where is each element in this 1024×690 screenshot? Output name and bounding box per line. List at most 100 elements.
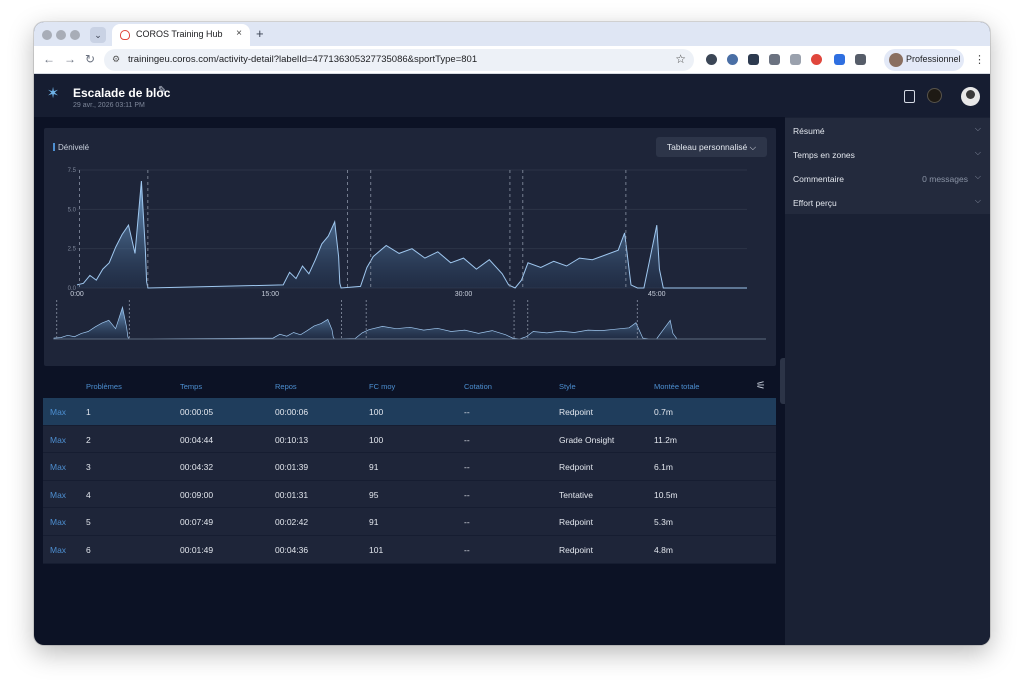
cell-montee: 4.8m	[654, 545, 673, 555]
profile-avatar	[889, 53, 903, 67]
url-text[interactable]: trainingeu.coros.com/activity-detail?lab…	[128, 54, 478, 65]
new-tab-icon[interactable]: +	[256, 26, 264, 41]
close-window-dot[interactable]	[42, 30, 52, 40]
profile-button[interactable]: Professionnel	[884, 49, 964, 71]
reload-icon[interactable]: ↻	[85, 52, 96, 66]
y-tick-label: 2.5	[68, 247, 77, 253]
tab-strip: ⌄ COROS Training Hub × +	[34, 22, 990, 46]
cell-montee: 6.1m	[654, 462, 673, 473]
cell-style: Grade Onsight	[559, 434, 615, 445]
cell-style: Redpoint	[559, 407, 594, 417]
table-row[interactable]: Max 6 00:01:49 00:04:36 101 -- Redpoint 4.8m	[43, 536, 776, 564]
extension-4-icon[interactable]	[769, 54, 780, 65]
bookmark-star-icon[interactable]: ☆	[675, 52, 686, 66]
browser-toolbar: ← → ↻ ⚙ trainingeu.coros.com/activity-de…	[34, 46, 990, 74]
cell-montee: 11.2m	[654, 434, 677, 445]
cell-repos: 00:01:39	[275, 462, 309, 473]
tab-close-icon[interactable]: ×	[236, 28, 242, 39]
row-max-link[interactable]: Max	[50, 545, 67, 555]
column-settings-icon[interactable]: ⚟	[756, 380, 766, 392]
activity-title: Escalade de bloc	[73, 86, 171, 100]
extension-5-icon[interactable]	[790, 54, 801, 65]
elevation-chart[interactable]: 7.5 5.0 2.5 0.0 0:00 15:00 30:00 45:00	[44, 128, 776, 366]
cell-style: Redpoint	[559, 462, 594, 473]
cell-temps: 00:04:44	[180, 434, 214, 445]
y-tick-label: 0.0	[68, 286, 77, 292]
col-header-repos[interactable]: Repos	[275, 382, 297, 391]
browser-tab[interactable]: COROS Training Hub ×	[112, 24, 250, 46]
section-label: Temps en zones	[793, 150, 855, 160]
table-row[interactable]: Max 2 00:04:44 00:10:13 100 -- Grade Onsight 11…	[43, 425, 776, 454]
table-row[interactable]: Max 5 00:07:49 00:02:42 91 -- Redpoint 5.3m	[43, 508, 776, 536]
sidebar-collapse-handle[interactable]	[780, 358, 786, 404]
col-header-style[interactable]: Style	[559, 382, 576, 391]
address-bar[interactable]: ⚙ trainingeu.coros.com/activity-detail?l…	[104, 49, 694, 71]
section-temps-en-zones[interactable]: Temps en zones ⌵	[785, 142, 990, 166]
extension-2-icon[interactable]	[727, 54, 738, 65]
table-row[interactable]: Max 1 00:00:05 00:00:06 100 -- Redpoint 0.7m	[43, 398, 776, 426]
col-header-temps[interactable]: Temps	[180, 382, 203, 391]
cell-cotation: --	[464, 545, 470, 555]
cell-montee: 0.7m	[654, 407, 673, 417]
extension-7-icon[interactable]	[834, 54, 845, 65]
row-max-link[interactable]: Max	[50, 434, 67, 445]
extension-3-icon[interactable]	[748, 54, 759, 65]
message-count: 0 messages	[922, 174, 968, 184]
cell-fc-moy: 91	[369, 517, 379, 528]
user-avatar[interactable]	[961, 87, 980, 106]
section-commentaire[interactable]: Commentaire 0 messages ⌵	[785, 166, 990, 190]
extension-1-icon[interactable]	[706, 54, 717, 65]
cell-probleme: 3	[86, 462, 91, 473]
cell-repos: 00:10:13	[275, 434, 309, 445]
cell-cotation: --	[464, 489, 470, 500]
overview-area[interactable]	[53, 305, 766, 340]
col-header-montee-totale[interactable]: Montée totale	[654, 382, 700, 391]
cell-fc-moy: 91	[369, 462, 379, 473]
cell-probleme: 4	[86, 489, 91, 500]
col-header-cotation[interactable]: Cotation	[464, 382, 492, 391]
app-header: ✶ Escalade de bloc ✎ 29 avr., 2026 03:11…	[34, 74, 990, 117]
elevation-line	[76, 180, 747, 289]
forward-icon[interactable]: →	[64, 52, 76, 66]
custom-table-dropdown[interactable]: Tableau personnalisé ⌵	[656, 137, 767, 157]
extensions-puzzle-icon[interactable]	[855, 54, 866, 65]
row-max-link[interactable]: Max	[50, 489, 67, 500]
elevation-area	[77, 181, 747, 288]
row-max-link[interactable]: Max	[50, 462, 67, 473]
row-max-link[interactable]: Max	[50, 517, 67, 528]
cell-cotation: --	[464, 462, 470, 473]
col-header-fc-moy[interactable]: FC moy	[369, 382, 396, 391]
cell-fc-moy: 100	[369, 434, 384, 445]
activity-date: 29 avr., 2026 03:11 PM	[73, 102, 145, 109]
section-label: Commentaire	[793, 174, 845, 184]
chevron-down-icon: ⌵	[974, 172, 981, 181]
cell-style: Tentative	[559, 489, 594, 500]
browser-menu-icon[interactable]: ⋮	[974, 54, 985, 66]
chevron-down-icon: ⌵	[974, 124, 981, 133]
section-effort-percu[interactable]: Effort perçu ⌵	[785, 190, 990, 214]
cell-temps: 00:04:32	[180, 462, 214, 473]
table-row[interactable]: Max 3 00:04:32 00:01:39 91 -- Redpoint 6.1m	[43, 453, 776, 481]
minimize-window-dot[interactable]	[56, 30, 66, 40]
cell-probleme: 6	[86, 545, 91, 555]
row-max-link[interactable]: Max	[50, 407, 67, 417]
section-resume[interactable]: Résumé ⌵	[785, 118, 990, 142]
climbing-sport-icon: ✶	[46, 85, 60, 102]
extension-6-icon[interactable]	[811, 54, 822, 65]
cell-style: Redpoint	[559, 517, 594, 528]
site-info-icon[interactable]: ⚙	[112, 54, 121, 64]
cell-repos: 00:00:06	[275, 407, 309, 417]
col-header-problemes[interactable]: Problèmes	[86, 382, 122, 391]
cell-probleme: 5	[86, 517, 91, 528]
x-tick-label: 30:00	[455, 291, 473, 298]
cell-cotation: --	[464, 407, 470, 417]
device-badge-icon[interactable]	[927, 88, 942, 103]
zoom-window-dot[interactable]	[70, 30, 80, 40]
tab-search-chevron-icon[interactable]: ⌄	[90, 27, 106, 43]
edit-pencil-icon[interactable]: ✎	[158, 85, 167, 96]
table-row[interactable]: Max 4 00:09:00 00:01:31 95 -- Tentative 10.5m	[43, 480, 776, 509]
export-file-icon[interactable]	[904, 90, 915, 103]
cell-fc-moy: 100	[369, 407, 384, 417]
cell-fc-moy: 101	[369, 545, 384, 555]
back-icon[interactable]: ←	[43, 52, 55, 66]
